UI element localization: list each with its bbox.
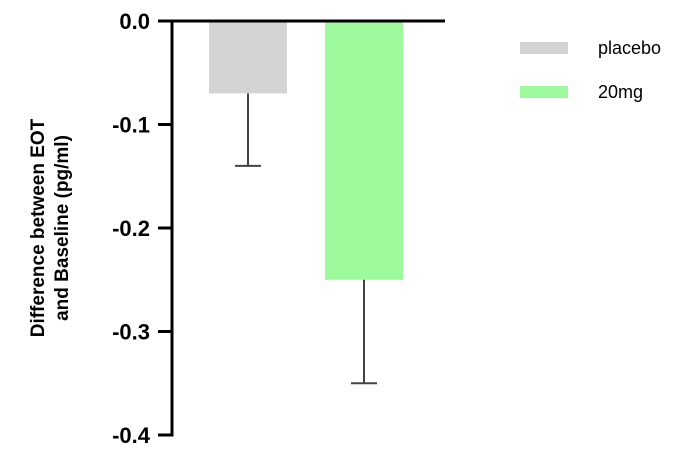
bar-20mg	[325, 21, 403, 280]
y-tick-label: -0.1	[112, 113, 150, 138]
bar-placebo	[209, 21, 287, 94]
y-axis-ticks: 0.0 -0.1 -0.2 -0.3 -0.4	[112, 9, 172, 448]
legend-label-20mg: 20mg	[598, 82, 643, 102]
y-tick-label: -0.4	[112, 423, 151, 448]
y-axis-label: Difference between EOT and Baseline (pg/…	[28, 118, 73, 337]
y-tick-label: 0.0	[119, 9, 150, 34]
legend: placebo 20mg	[520, 38, 661, 102]
bars	[209, 21, 403, 385]
legend-swatch-placebo	[520, 42, 568, 54]
axes	[158, 19, 445, 437]
y-tick-label: -0.3	[112, 320, 150, 345]
y-tick-label: -0.2	[112, 216, 150, 241]
legend-label-placebo: placebo	[598, 38, 661, 58]
y-axis-label-line-2: and Baseline (pg/ml)	[52, 135, 73, 321]
legend-swatch-20mg	[520, 86, 568, 98]
y-axis-label-line-1: Difference between EOT	[28, 118, 49, 337]
